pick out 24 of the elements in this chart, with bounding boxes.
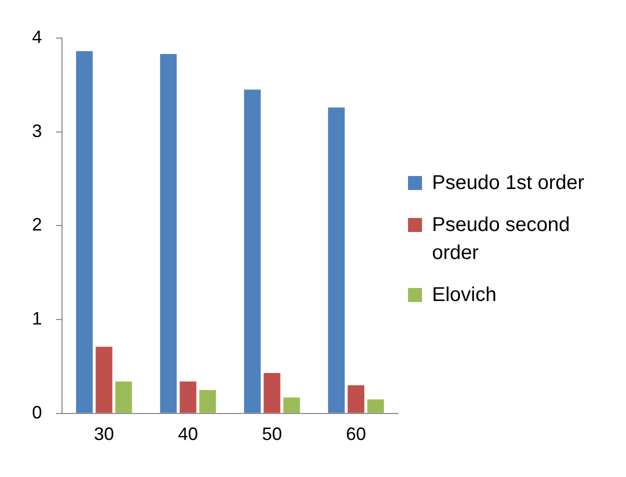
x-tick-label: 30	[94, 424, 114, 444]
legend-label: Elovich	[432, 282, 496, 308]
bar	[180, 381, 196, 413]
y-tick-label: 4	[32, 26, 42, 47]
legend-label: Pseudo second order	[432, 212, 571, 266]
bar	[96, 346, 112, 413]
bar	[115, 381, 132, 413]
bar	[283, 397, 300, 413]
bar	[244, 90, 261, 413]
bar	[367, 399, 384, 413]
x-tick-label: 60	[346, 424, 366, 444]
bar	[199, 390, 216, 413]
y-tick-label: 3	[32, 120, 42, 141]
legend-label: Pseudo 1st order	[432, 170, 584, 196]
bar	[160, 54, 177, 413]
bar	[76, 51, 93, 413]
y-tick-label: 2	[32, 214, 42, 235]
bar	[328, 107, 345, 413]
x-tick-label: 50	[262, 424, 282, 444]
bar	[264, 373, 280, 413]
y-tick-label: 1	[32, 308, 42, 329]
x-tick-label: 40	[178, 424, 198, 444]
y-tick-label: 0	[32, 402, 42, 422]
bar	[348, 385, 364, 413]
